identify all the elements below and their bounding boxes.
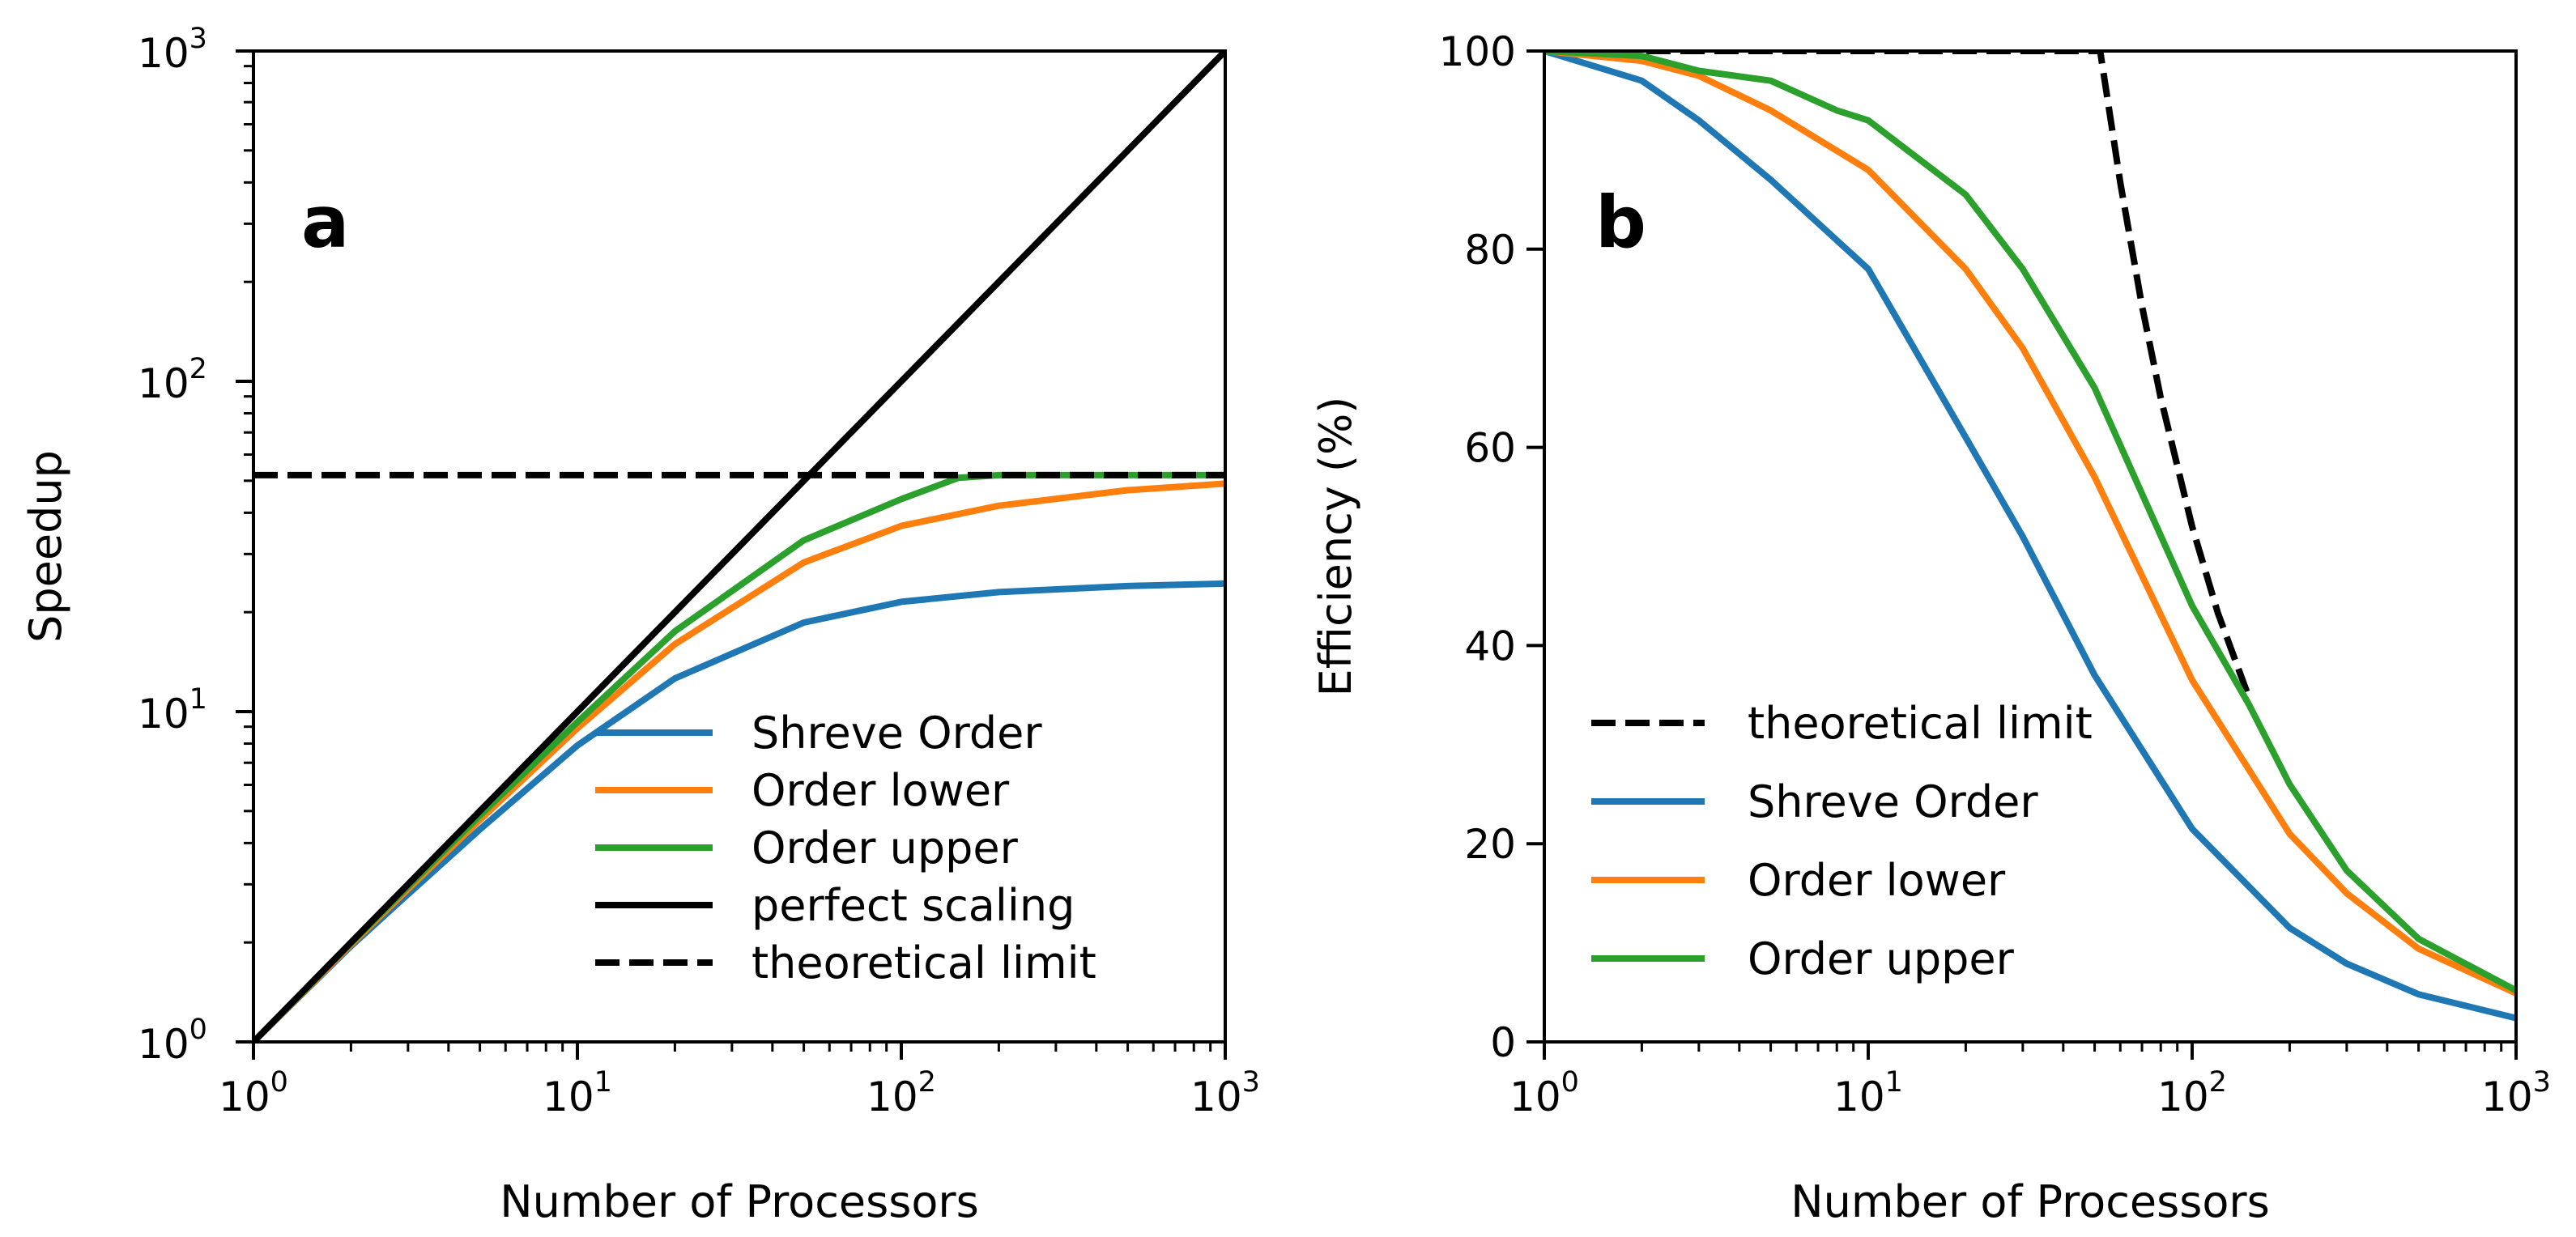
panel-a-y-tick-label: 101 xyxy=(138,683,207,738)
panel-a-y-axis-label: Speedup xyxy=(20,450,71,643)
panel-a-series-layer xyxy=(253,51,1225,1042)
panel-a-legend-label-order-lower: Order lower xyxy=(752,765,1010,816)
panel-b-x-tick-label: 102 xyxy=(2157,1066,2227,1120)
panel-a-x-tick-label: 100 xyxy=(219,1066,288,1120)
panel-b-series-shreve-order xyxy=(1544,51,2516,1022)
panel-a-series-perfect-scaling xyxy=(253,51,1225,1042)
panel-a-y-tick-label: 103 xyxy=(138,23,207,77)
panel-a-x-tick-label: 101 xyxy=(543,1066,612,1120)
panel-b-efficiency-chart: 100 101 102 103 0 20 40 60 80 100 b Number of Pro… xyxy=(1310,28,2551,1227)
panel-b-series-theoretical-limit xyxy=(1544,51,2253,699)
panel-a-y-tick-label: 100 xyxy=(138,1014,207,1068)
panel-b-y-axis-label: Efficiency (%) xyxy=(1310,397,1361,697)
panel-a-ticks: 100 101 102 103 100 101 102 103 xyxy=(138,23,1260,1120)
panel-a-legend-label-theoretical-limit: theoretical limit xyxy=(752,937,1096,988)
panel-b-x-tick-label: 103 xyxy=(2481,1066,2551,1120)
panel-b-x-axis-label: Number of Processors xyxy=(1790,1176,2270,1227)
panel-b-legend-label-shreve-order: Shreve Order xyxy=(1748,776,2038,827)
panel-b-axes-frame xyxy=(1543,49,2518,1044)
panel-b-y-tick-label: 100 xyxy=(1439,28,1516,75)
panel-a-y-tick-label: 102 xyxy=(138,353,207,407)
panel-b-x-tick-label: 100 xyxy=(1509,1066,1579,1120)
panel-b-y-tick-label: 80 xyxy=(1464,227,1516,274)
panel-b-legend: theoretical limit Shreve Order Order lower… xyxy=(1591,698,2093,984)
panel-a-x-tick-label: 103 xyxy=(1190,1066,1260,1120)
panel-a-axes-frame xyxy=(252,49,1227,1044)
panel-a-speedup-chart: 100 101 102 103 100 101 102 103 a Number of Pro… xyxy=(20,23,1260,1227)
panel-a-legend-label-order-upper: Order upper xyxy=(752,823,1019,874)
panel-b-y-tick-label: 60 xyxy=(1464,425,1516,472)
panel-b-series-layer xyxy=(1544,51,2516,1022)
panel-b-ticks: 100 101 102 103 0 20 40 60 80 100 xyxy=(1439,28,2551,1120)
panel-a-x-tick-label: 102 xyxy=(866,1066,936,1120)
panel-b-x-tick-label: 101 xyxy=(1833,1066,1903,1120)
panel-a-legend-label-shreve-order: Shreve Order xyxy=(752,708,1042,759)
panel-b-legend-label-order-lower: Order lower xyxy=(1748,855,2006,906)
panel-b-y-tick-label: 0 xyxy=(1490,1019,1516,1066)
panel-a-letter: a xyxy=(301,181,349,264)
panel-b-legend-label-order-upper: Order upper xyxy=(1748,933,2015,984)
panel-b-legend-label-theoretical-limit: theoretical limit xyxy=(1748,698,2093,749)
panel-b-series-order-upper xyxy=(1544,51,2516,994)
panel-a-legend-label-perfect-scaling: perfect scaling xyxy=(752,880,1075,931)
panel-b-y-tick-label: 40 xyxy=(1464,623,1516,670)
panel-b-letter: b xyxy=(1595,181,1646,264)
panel-b-series-order-lower xyxy=(1544,51,2516,997)
panel-a-legend: Shreve Order Order lower Order upper perfec… xyxy=(595,708,1096,988)
panel-a-x-axis-label: Number of Processors xyxy=(500,1176,979,1227)
panel-b-y-tick-label: 20 xyxy=(1464,821,1516,868)
